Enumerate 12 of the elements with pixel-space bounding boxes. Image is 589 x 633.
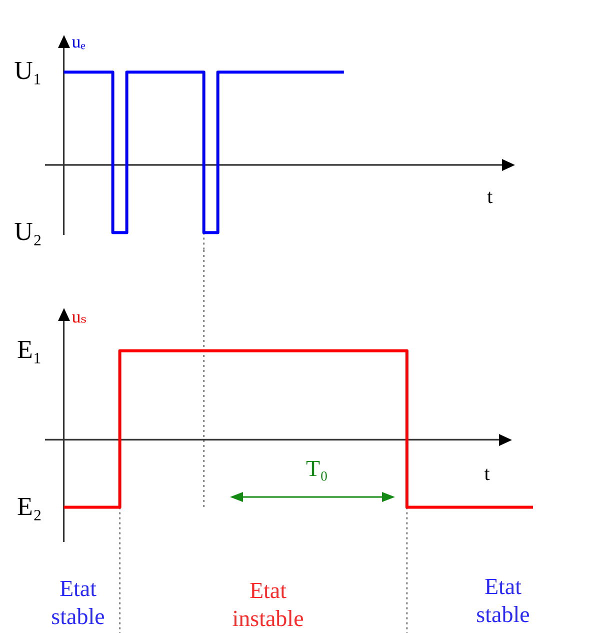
annotation: T₀ bbox=[306, 456, 328, 482]
y-axis-title: uₑ bbox=[72, 32, 86, 52]
text: E₁ bbox=[17, 334, 42, 364]
text: Etat stable bbox=[51, 576, 105, 630]
x-axis-title: t bbox=[487, 186, 494, 208]
text: Etat instable bbox=[232, 578, 304, 632]
text: U₁ bbox=[14, 56, 42, 85]
text: Etat stable bbox=[476, 574, 530, 628]
y-axis-title: uₛ bbox=[72, 306, 87, 327]
x-axis-title: t bbox=[484, 462, 490, 485]
text: U₂ bbox=[14, 216, 42, 246]
text: E₂ bbox=[17, 492, 42, 521]
